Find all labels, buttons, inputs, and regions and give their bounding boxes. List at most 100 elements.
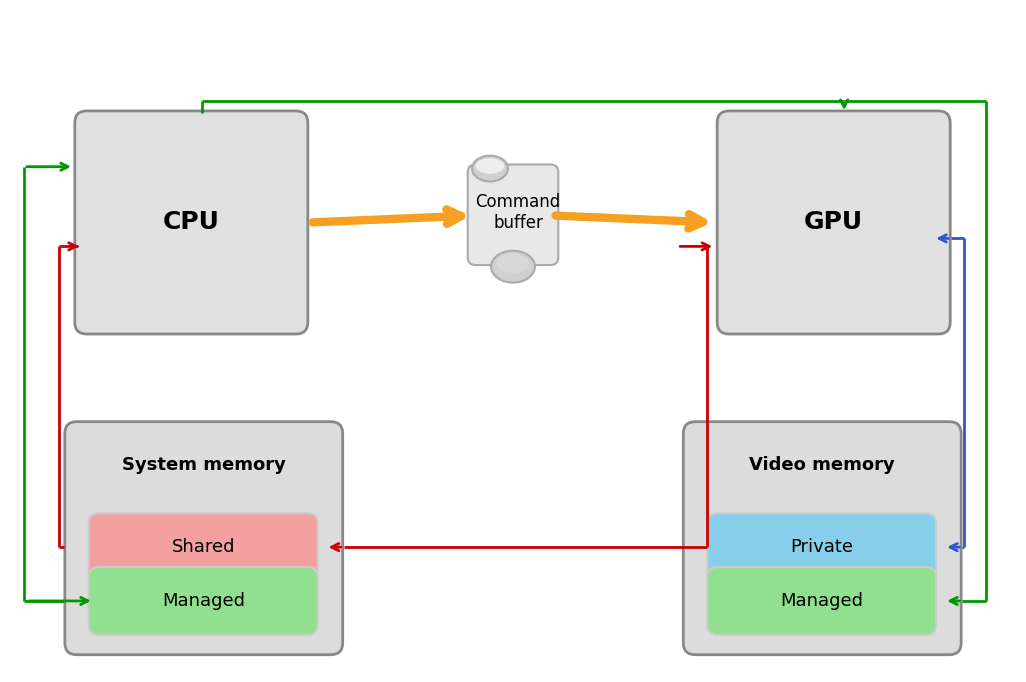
FancyBboxPatch shape [119,640,129,654]
FancyBboxPatch shape [183,423,193,436]
FancyBboxPatch shape [87,640,97,654]
FancyBboxPatch shape [916,319,925,333]
Text: Video memory: Video memory [749,456,895,475]
FancyBboxPatch shape [717,111,950,334]
FancyBboxPatch shape [707,514,937,581]
FancyBboxPatch shape [66,464,80,473]
FancyBboxPatch shape [214,640,225,654]
FancyBboxPatch shape [742,319,751,333]
FancyBboxPatch shape [684,533,699,543]
FancyBboxPatch shape [76,143,89,153]
FancyBboxPatch shape [239,319,248,333]
FancyBboxPatch shape [846,319,856,333]
Ellipse shape [472,155,508,181]
FancyBboxPatch shape [801,423,812,436]
FancyBboxPatch shape [119,423,129,436]
FancyBboxPatch shape [100,112,109,126]
FancyBboxPatch shape [327,533,342,543]
FancyBboxPatch shape [239,112,248,126]
FancyBboxPatch shape [718,143,733,153]
FancyBboxPatch shape [718,192,733,203]
FancyBboxPatch shape [738,423,748,436]
FancyBboxPatch shape [683,421,961,655]
FancyBboxPatch shape [929,423,939,436]
Text: GPU: GPU [804,211,863,235]
FancyBboxPatch shape [183,640,193,654]
FancyBboxPatch shape [812,319,821,333]
FancyBboxPatch shape [204,319,213,333]
FancyBboxPatch shape [846,112,856,126]
FancyBboxPatch shape [929,640,939,654]
Ellipse shape [497,254,529,273]
FancyBboxPatch shape [88,567,318,635]
FancyBboxPatch shape [151,640,161,654]
FancyBboxPatch shape [777,319,786,333]
FancyBboxPatch shape [292,192,307,203]
Text: Managed: Managed [780,592,863,610]
FancyBboxPatch shape [833,423,843,436]
FancyBboxPatch shape [134,112,144,126]
FancyBboxPatch shape [76,242,89,252]
FancyBboxPatch shape [881,112,891,126]
FancyBboxPatch shape [274,112,283,126]
FancyBboxPatch shape [770,423,780,436]
FancyBboxPatch shape [66,603,80,613]
FancyBboxPatch shape [292,242,307,252]
FancyBboxPatch shape [65,421,343,655]
FancyBboxPatch shape [75,111,308,334]
Text: Command
buffer: Command buffer [475,193,560,232]
FancyBboxPatch shape [801,640,812,654]
FancyBboxPatch shape [169,319,179,333]
FancyBboxPatch shape [327,464,342,473]
FancyBboxPatch shape [278,640,288,654]
FancyBboxPatch shape [936,292,949,302]
FancyBboxPatch shape [738,640,748,654]
FancyBboxPatch shape [865,640,875,654]
FancyBboxPatch shape [707,567,937,635]
FancyBboxPatch shape [865,423,875,436]
FancyBboxPatch shape [246,640,256,654]
Ellipse shape [491,251,535,282]
FancyBboxPatch shape [770,640,780,654]
Ellipse shape [476,158,505,174]
FancyBboxPatch shape [204,112,213,126]
Text: CPU: CPU [163,211,220,235]
FancyBboxPatch shape [274,319,283,333]
FancyBboxPatch shape [278,423,288,436]
FancyBboxPatch shape [833,640,843,654]
FancyBboxPatch shape [76,292,89,302]
FancyBboxPatch shape [936,143,949,153]
FancyBboxPatch shape [134,319,144,333]
FancyBboxPatch shape [88,514,318,581]
FancyBboxPatch shape [684,464,699,473]
FancyBboxPatch shape [66,533,80,543]
FancyBboxPatch shape [812,112,821,126]
FancyBboxPatch shape [742,112,751,126]
FancyBboxPatch shape [169,112,179,126]
FancyBboxPatch shape [706,640,716,654]
Text: System memory: System memory [122,456,285,475]
FancyBboxPatch shape [310,423,320,436]
Text: Private: Private [790,538,854,556]
FancyBboxPatch shape [310,640,320,654]
FancyBboxPatch shape [946,464,960,473]
FancyBboxPatch shape [897,640,907,654]
FancyBboxPatch shape [718,242,733,252]
FancyBboxPatch shape [214,423,225,436]
FancyBboxPatch shape [468,164,558,265]
FancyBboxPatch shape [246,423,256,436]
FancyBboxPatch shape [718,292,733,302]
Text: Shared: Shared [171,538,235,556]
FancyBboxPatch shape [327,603,342,613]
FancyBboxPatch shape [881,319,891,333]
FancyBboxPatch shape [706,423,716,436]
FancyBboxPatch shape [684,603,699,613]
FancyBboxPatch shape [777,112,786,126]
FancyBboxPatch shape [936,192,949,203]
FancyBboxPatch shape [151,423,161,436]
FancyBboxPatch shape [292,292,307,302]
FancyBboxPatch shape [946,533,960,543]
FancyBboxPatch shape [897,423,907,436]
FancyBboxPatch shape [936,242,949,252]
FancyBboxPatch shape [100,319,109,333]
